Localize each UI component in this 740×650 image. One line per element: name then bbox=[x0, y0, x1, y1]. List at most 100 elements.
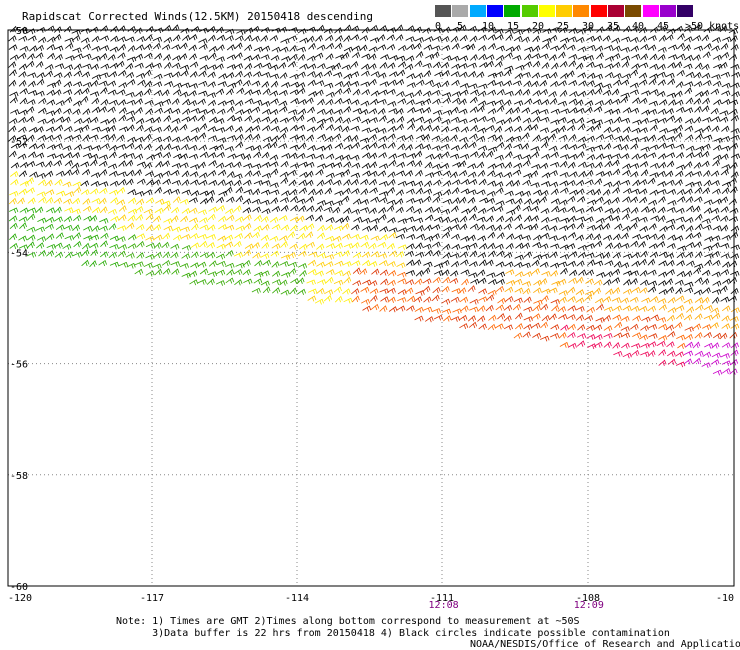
wind-barb bbox=[685, 232, 694, 240]
wind-barb bbox=[712, 312, 721, 320]
wind-barb bbox=[118, 244, 127, 250]
wind-barb bbox=[224, 180, 234, 187]
wind-barb bbox=[190, 262, 200, 269]
wind-barb bbox=[494, 99, 504, 106]
wind-barb bbox=[622, 163, 631, 170]
wind-barb bbox=[406, 197, 416, 204]
credit: NOAA/NESDIS/Office of Research and Appli… bbox=[470, 639, 740, 650]
wind-barb bbox=[630, 137, 640, 143]
wind-barb bbox=[298, 243, 308, 250]
wind-barb bbox=[64, 191, 75, 197]
wind-barb bbox=[640, 351, 650, 357]
wind-barb bbox=[523, 224, 533, 231]
wind-barb bbox=[460, 178, 470, 186]
wind-barb bbox=[161, 98, 172, 105]
wind-barb bbox=[334, 42, 343, 50]
wind-barb bbox=[208, 45, 218, 53]
wind-barb bbox=[307, 63, 317, 70]
wind-barb bbox=[350, 178, 359, 186]
wind-barb bbox=[397, 143, 406, 150]
wind-barb bbox=[405, 250, 414, 257]
wind-barb bbox=[253, 225, 263, 232]
wind-barb bbox=[486, 197, 495, 204]
wind-barb bbox=[568, 171, 578, 178]
wind-barb bbox=[369, 288, 379, 295]
wind-barb bbox=[324, 254, 335, 260]
wind-barb bbox=[432, 116, 442, 123]
wind-barb bbox=[269, 154, 279, 161]
wind-barb bbox=[487, 79, 496, 86]
wind-barb bbox=[199, 217, 208, 224]
wind-barb bbox=[343, 73, 353, 80]
wind-barb bbox=[305, 223, 315, 230]
wind-barb bbox=[540, 295, 549, 302]
wind-barb bbox=[27, 213, 36, 221]
wind-barb bbox=[145, 242, 156, 249]
wind-barb bbox=[551, 62, 559, 70]
wind-barb bbox=[503, 304, 513, 312]
wind-barb bbox=[620, 243, 630, 249]
wind-barb bbox=[487, 242, 496, 250]
wind-barb bbox=[197, 98, 206, 105]
wind-barb bbox=[36, 172, 46, 179]
wind-barb bbox=[602, 222, 611, 230]
wind-barb bbox=[503, 99, 512, 106]
wind-barb bbox=[269, 64, 279, 71]
wind-barb bbox=[245, 126, 254, 133]
wind-barb bbox=[432, 250, 441, 257]
wind-barb bbox=[18, 216, 28, 223]
wind-barb bbox=[674, 61, 683, 69]
wind-barb bbox=[296, 134, 306, 141]
wind-barb bbox=[38, 107, 47, 114]
wind-barb bbox=[216, 269, 226, 276]
wind-barb bbox=[288, 267, 297, 275]
wind-barb bbox=[630, 323, 639, 331]
wind-barb bbox=[422, 90, 432, 97]
wind-barb bbox=[504, 52, 513, 59]
wind-barb bbox=[35, 60, 44, 68]
legend-label: 40 bbox=[632, 21, 645, 32]
wind-barb bbox=[487, 108, 497, 115]
wind-barb bbox=[80, 124, 90, 131]
wind-barb bbox=[270, 54, 280, 62]
wind-barb bbox=[558, 134, 568, 141]
wind-barb bbox=[667, 307, 677, 314]
wind-barb bbox=[395, 198, 404, 205]
wind-barb bbox=[289, 73, 299, 80]
wind-barb bbox=[487, 134, 497, 141]
wind-barb bbox=[377, 241, 387, 248]
wind-barb bbox=[613, 135, 624, 142]
wind-barb bbox=[692, 232, 702, 239]
wind-barb bbox=[226, 214, 235, 222]
wind-barb bbox=[504, 286, 514, 293]
wind-barb bbox=[550, 161, 560, 168]
wind-barb bbox=[370, 224, 379, 231]
wind-barb bbox=[558, 80, 567, 87]
wind-barb bbox=[26, 99, 36, 106]
wind-barb bbox=[488, 278, 497, 285]
wind-barb bbox=[540, 181, 551, 187]
wind-barb bbox=[505, 269, 515, 276]
wind-barb bbox=[685, 181, 695, 188]
wind-barb bbox=[532, 60, 541, 68]
wind-barb bbox=[351, 116, 361, 123]
wind-barb bbox=[467, 189, 477, 196]
wind-barb bbox=[711, 125, 720, 132]
wind-barb bbox=[604, 24, 613, 32]
wind-barb bbox=[422, 98, 432, 105]
wind-barb bbox=[711, 289, 722, 295]
wind-barb bbox=[82, 117, 92, 124]
wind-barb bbox=[467, 315, 476, 322]
wind-barb bbox=[45, 196, 54, 204]
wind-barb bbox=[134, 268, 144, 275]
wind-barb bbox=[676, 334, 686, 341]
wind-barb bbox=[288, 115, 297, 122]
wind-barb bbox=[370, 196, 380, 203]
wind-barb bbox=[657, 134, 667, 141]
wind-barb bbox=[350, 208, 360, 215]
wind-barb bbox=[181, 179, 190, 186]
wind-barb bbox=[407, 295, 416, 302]
wind-barb bbox=[137, 79, 146, 86]
wind-barb bbox=[397, 297, 407, 303]
wind-barb bbox=[62, 116, 71, 123]
